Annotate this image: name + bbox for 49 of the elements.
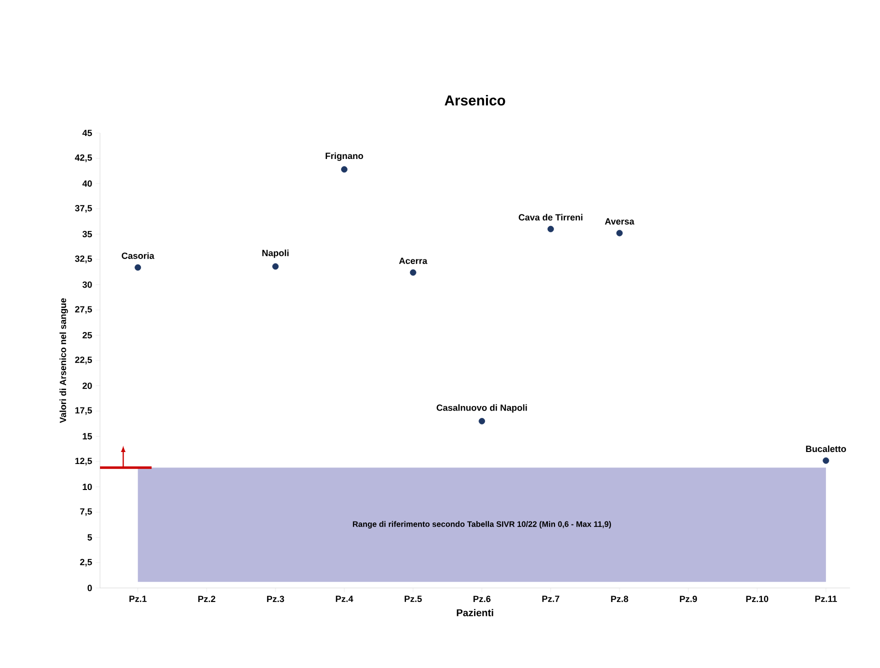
y-tick-label: 27,5 xyxy=(75,306,92,314)
y-tick-label: 45 xyxy=(82,130,92,136)
y-tick-label: 12,5 xyxy=(75,458,92,466)
y-tick-label: 15 xyxy=(82,433,92,440)
y-tick-label: 17,5 xyxy=(75,407,92,415)
point xyxy=(272,263,279,270)
point xyxy=(616,230,623,236)
annotation: Casalnuovo di Napoli xyxy=(436,404,527,413)
point xyxy=(478,418,486,424)
x-tick-label: Pz.7 xyxy=(542,596,560,602)
y-tick-label: 10 xyxy=(82,484,92,490)
y-tick-label: 20 xyxy=(82,382,92,389)
annotation: Acerra xyxy=(399,258,428,264)
annotation: Bucaletto xyxy=(806,445,846,452)
x-tick-label: Pz.8 xyxy=(611,596,628,602)
annotation: Casoria xyxy=(122,252,154,259)
y-tick-label: 7,5 xyxy=(80,508,92,516)
chart-title: Arsenico xyxy=(444,94,506,106)
annotation: Frignano xyxy=(326,152,364,161)
point xyxy=(410,269,416,276)
y-tick-label: 32,5 xyxy=(74,256,92,264)
y-tick-label: 37,5 xyxy=(74,204,92,213)
x-tick-label: Pz.11 xyxy=(815,596,837,602)
y-tick-label: 5 xyxy=(88,534,92,541)
annotation: Aversa xyxy=(604,218,634,225)
y-tick-label: 25 xyxy=(82,332,92,338)
x-tick-label: Pz.6 xyxy=(474,596,491,602)
x-axis-title: Pazienti xyxy=(456,608,494,616)
y-axis-title: Valori di Arsenico nel sangue xyxy=(60,298,68,423)
annotation: Cava de Tirreni xyxy=(518,214,582,221)
y-tick-label: 30 xyxy=(82,281,92,288)
x-tick-label: Pz.4 xyxy=(336,596,354,602)
point xyxy=(134,264,142,271)
x-tick-label: Pz.10 xyxy=(746,596,768,602)
y-tick-label: 42,5 xyxy=(74,154,92,162)
point xyxy=(548,226,554,232)
y-tick-label: 35 xyxy=(82,230,92,238)
y-tick-label: 22,5 xyxy=(75,356,92,364)
y-tick-label: 40 xyxy=(82,180,92,187)
x-tick-label: Pz.9 xyxy=(680,596,697,602)
annotation: Napoli xyxy=(262,250,289,258)
y-tick-label: 0 xyxy=(88,584,92,592)
x-tick-label: Pz.5 xyxy=(404,596,422,602)
x-tick-label: Pz.3 xyxy=(267,596,284,602)
x-tick-label: Pz.1 xyxy=(129,596,147,602)
point xyxy=(822,457,830,464)
y-tick-label: 2,5 xyxy=(80,558,92,567)
point xyxy=(341,166,348,173)
x-tick-label: Pz.2 xyxy=(198,596,216,602)
